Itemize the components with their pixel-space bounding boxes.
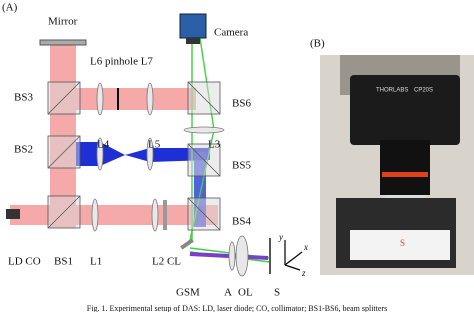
beam-splitters xyxy=(47,81,221,231)
photo-text: S xyxy=(400,238,405,248)
mirror xyxy=(39,39,87,46)
component-label: BS4 xyxy=(232,216,251,228)
component-label: z xyxy=(301,268,306,278)
photo xyxy=(320,55,474,275)
component-label: GSM xyxy=(176,287,200,299)
component-label: Mirror xyxy=(48,16,78,28)
component-label: L5 xyxy=(148,139,161,151)
component-label: A xyxy=(224,287,232,299)
panel-label: (B) xyxy=(310,38,325,50)
component-label: L6 pinhole L7 xyxy=(90,56,153,68)
axes xyxy=(284,240,303,271)
component-label: L4 xyxy=(97,139,110,151)
component-label: BS6 xyxy=(232,98,251,110)
component-label: LD CO xyxy=(8,256,41,268)
component-label: BS2 xyxy=(14,144,33,156)
photo-text: THORLABS xyxy=(376,88,408,94)
component-label: y xyxy=(278,232,283,242)
component-label: OL xyxy=(238,287,253,299)
blue-beam xyxy=(76,142,210,166)
component-label: L1 xyxy=(90,256,102,268)
component-label: x xyxy=(303,242,308,252)
photo-text: CP20S xyxy=(414,88,433,94)
galvo-mirror xyxy=(180,238,194,250)
component-label: BS5 xyxy=(232,160,251,172)
camera-body xyxy=(179,13,207,39)
component-label: Camera xyxy=(214,27,248,39)
component-label: L3 xyxy=(208,139,221,151)
red-beams xyxy=(10,45,218,228)
component-label: BS1 xyxy=(54,256,73,268)
component-label: BS3 xyxy=(14,92,33,104)
laser-diode xyxy=(6,209,20,219)
camera-mount xyxy=(186,38,200,44)
caption: Fig. 1. Experimental setup of DAS: LD, l… xyxy=(87,304,387,312)
component-label: S xyxy=(274,287,280,299)
lenses xyxy=(91,82,249,277)
panel-label: (A) xyxy=(2,2,18,14)
component-label: L2 CL xyxy=(152,256,181,268)
